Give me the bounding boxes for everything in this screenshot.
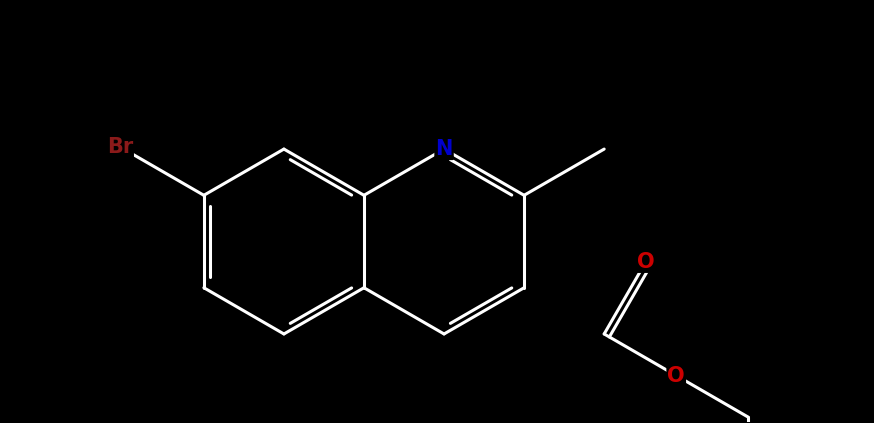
Text: N: N [435, 139, 453, 159]
Text: Br: Br [107, 137, 133, 157]
Text: O: O [668, 365, 685, 386]
Text: O: O [637, 252, 655, 272]
